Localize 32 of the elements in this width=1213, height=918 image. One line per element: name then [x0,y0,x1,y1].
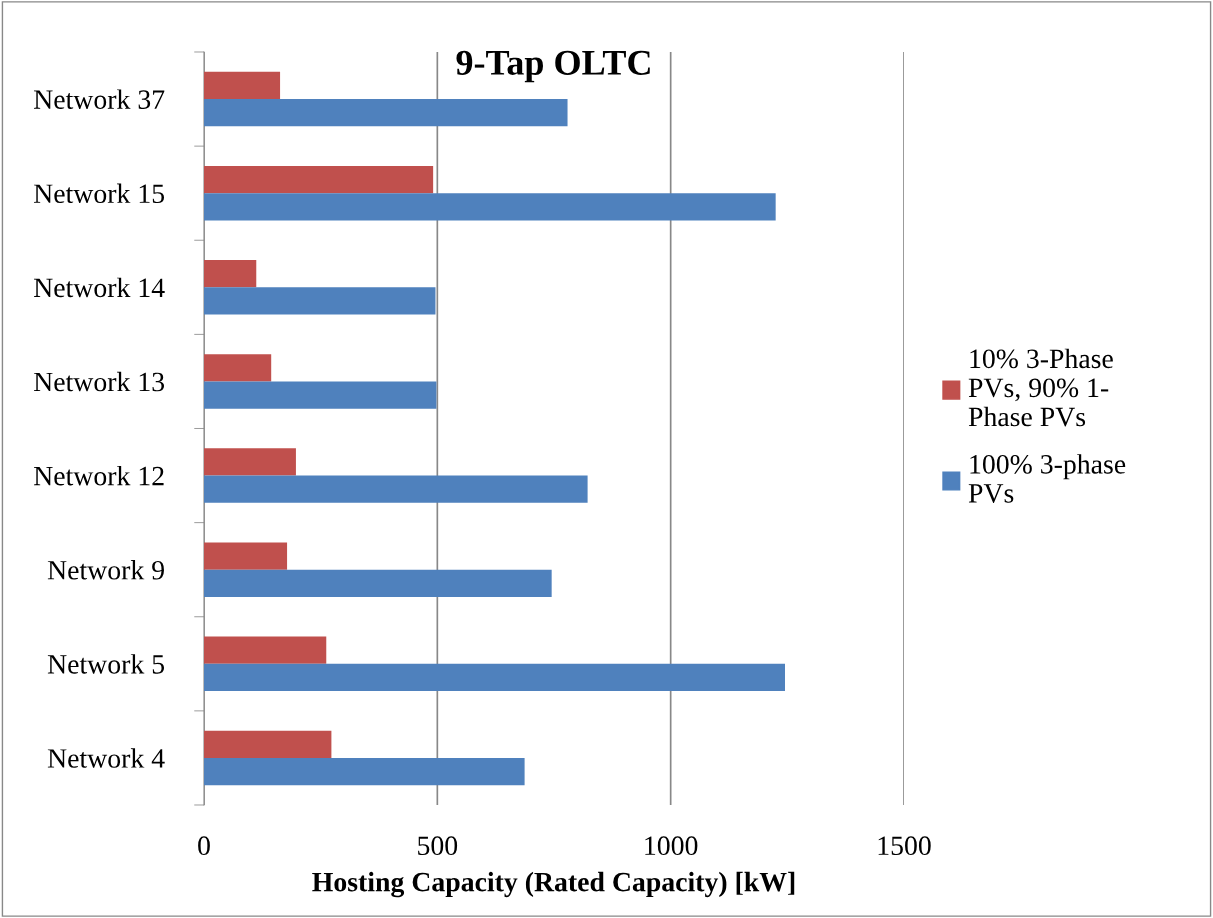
y-tick-label: Network 4 [47,748,165,768]
bar [204,260,257,288]
y-tick-label: Network 15 [33,183,165,204]
chart-title: 9-Tap OLTC [456,50,650,83]
x-tick-label: 1500 [878,836,931,856]
bar [204,165,434,194]
bar [204,99,568,127]
x-tick-label: 500 [418,836,458,856]
y-tick-label: Network 9 [47,560,164,580]
bar [204,475,588,503]
legend-label: 10% 3-Phase PVs, 90% 1- Phase PVs [968,348,1113,427]
bar [204,663,785,692]
bar [204,757,525,786]
bar [204,448,296,476]
y-tick-label: Network 13 [33,371,165,392]
bar [204,381,437,409]
x-tick-label: 1000 [645,836,698,856]
x-axis-title: Hosting Capacity (Rated Capacity) [kW] [312,871,795,898]
x-tick-label: 0 [198,836,210,856]
legend-label: 100% 3-phase PVs [968,454,1126,503]
y-tick-label: Network 5 [47,654,165,674]
bar [204,542,288,570]
bar [204,730,332,758]
bar [204,636,327,664]
y-tick-label: Network 37 [33,89,165,109]
bar [204,354,272,382]
bar [204,71,281,100]
y-tick-label: Network 14 [33,277,165,298]
bar [204,287,436,315]
bar [204,193,776,221]
y-tick-label: Network 12 [33,465,164,486]
bar [204,569,552,597]
